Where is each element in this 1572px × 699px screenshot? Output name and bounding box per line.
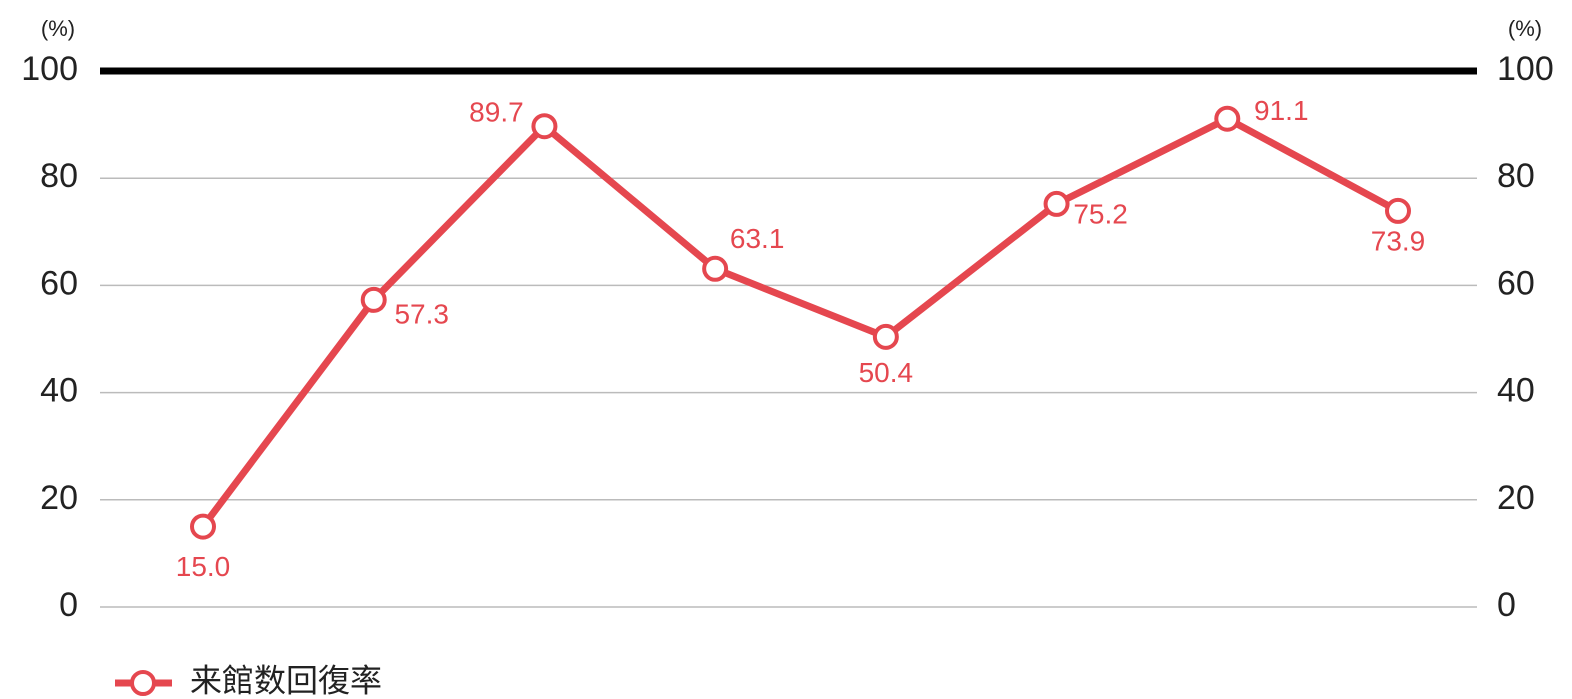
y2-tick-label: 40 [1497, 372, 1535, 410]
data-label: 63.1 [730, 223, 785, 254]
y-axis-unit: (%) [41, 16, 75, 41]
y2-tick-label: 60 [1497, 264, 1535, 302]
y2-tick-label: 100 [1497, 50, 1554, 88]
y2-tick-label: 80 [1497, 157, 1535, 195]
point [190, 513, 216, 540]
point [1214, 105, 1241, 132]
data-label: 75.2 [1073, 198, 1128, 229]
point [872, 323, 899, 350]
data-label: 73.9 [1371, 225, 1426, 256]
legend-label: 来館数回復率 [190, 662, 382, 698]
point [1043, 190, 1070, 217]
point [1385, 197, 1411, 224]
y-tick-label: 100 [21, 50, 78, 88]
data-label: 15.0 [176, 551, 231, 582]
y-tick-label: 0 [59, 586, 78, 624]
y2-tick-label: 20 [1497, 479, 1535, 517]
y2-axis-unit: (%) [1508, 16, 1542, 41]
y-tick-label: 60 [40, 264, 78, 302]
y-tick-label: 20 [40, 479, 78, 517]
legend-marker [130, 670, 156, 696]
point [360, 286, 387, 313]
point [531, 113, 558, 140]
data-label: 57.3 [394, 298, 449, 329]
y-tick-label: 80 [40, 157, 78, 195]
data-label: 50.4 [859, 357, 914, 388]
point [702, 255, 729, 282]
y-tick-label: 40 [40, 372, 78, 410]
data-label: 91.1 [1254, 95, 1309, 126]
data-label: 89.7 [469, 97, 524, 128]
y2-tick-label: 0 [1497, 586, 1516, 624]
series-line [200, 115, 1400, 529]
